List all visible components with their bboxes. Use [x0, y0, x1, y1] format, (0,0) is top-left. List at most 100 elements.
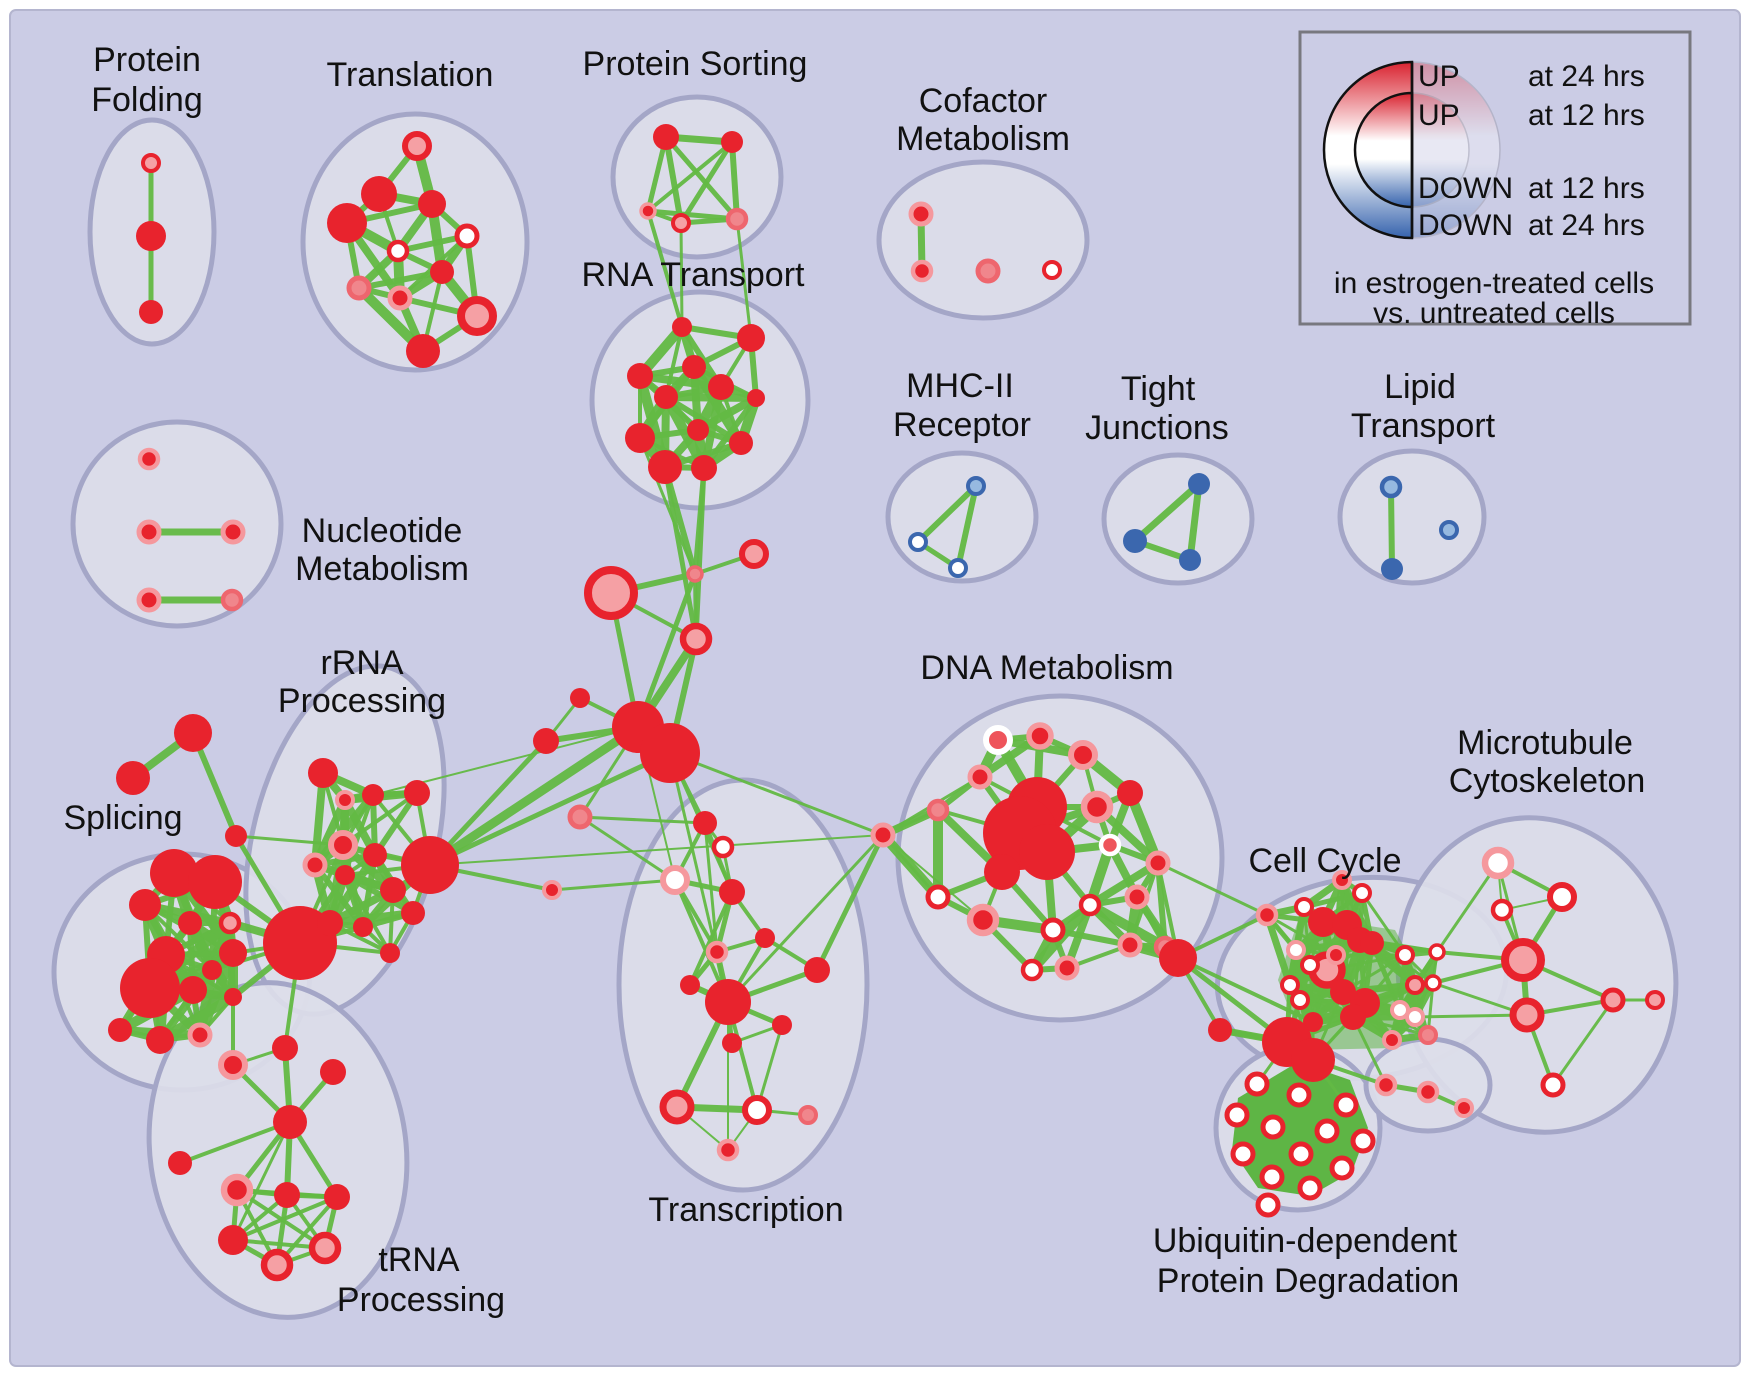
- gene-node-dna-metabolism: [1019, 824, 1075, 880]
- gene-node-translation: [402, 131, 432, 161]
- cluster-label-nucleotide-metabolism: Nucleotide: [302, 512, 463, 550]
- gene-node-trna-processing: [308, 1231, 342, 1265]
- network-edge-protein-sorting: [646, 140, 734, 213]
- network-edge-microtubule-cytoskeleton: [1551, 998, 1615, 1087]
- gene-node-central-hub: [584, 566, 638, 620]
- legend-caption-0: in estrogen-treated cells: [1334, 267, 1654, 300]
- gene-node-protein-folding: [136, 221, 166, 251]
- legend-direction-0: UP: [1418, 60, 1460, 93]
- gene-node-central-hub: [533, 728, 559, 754]
- gene-node-rrna-processing: [401, 901, 425, 925]
- gene-node-splicing: [120, 958, 180, 1018]
- gene-node-protein-folding: [139, 300, 163, 324]
- cluster-label-tight-junctions: Junctions: [1085, 409, 1229, 447]
- gene-node-splicing: [108, 1018, 132, 1042]
- legend-caption-1: vs. untreated cells: [1373, 297, 1615, 330]
- network-edge-trna-processing: [178, 1120, 292, 1165]
- network-edge-tight-junctions: [1131, 480, 1203, 545]
- gene-node-splicing: [218, 911, 242, 935]
- cluster-ellipse-cofactor-metabolism: [876, 159, 1090, 321]
- gene-node-ubiquitin-degradation: [1297, 1175, 1323, 1201]
- gene-node-protein-sorting: [653, 124, 679, 150]
- cluster-label-trna-processing: Processing: [337, 1281, 505, 1319]
- gene-node-protein-sorting: [725, 207, 749, 231]
- network-edge-rrna-processing: [343, 873, 392, 955]
- gene-node-dna-metabolism: [870, 822, 896, 848]
- gene-node-splicing: [219, 939, 247, 967]
- gene-node-translation: [418, 190, 446, 218]
- gene-node-dna-metabolism: [1068, 740, 1098, 770]
- gene-node-lipid-transport: [1439, 520, 1459, 540]
- gene-node-rrna-processing: [328, 830, 358, 860]
- gene-node-rrna-processing: [362, 784, 384, 806]
- cluster-ellipse-lipid-transport: [1337, 448, 1487, 586]
- network-edge-dna-metabolism: [1086, 859, 1162, 909]
- gene-node-translation: [386, 239, 410, 263]
- gene-node-ubiquitin-degradation: [1260, 1114, 1286, 1140]
- gene-node-cell-cycle: [1330, 979, 1356, 1005]
- gene-node-rrna-processing: [302, 852, 328, 878]
- gene-node-microtubule-cytoskeleton: [1490, 898, 1514, 922]
- network-edge-cell-cycle: [1360, 891, 1407, 957]
- cluster-label-microtubule-cytoskeleton: Cytoskeleton: [1449, 762, 1646, 800]
- gene-node-cell-cycle: [1332, 870, 1352, 890]
- gene-node-rrna-processing: [335, 790, 355, 810]
- gene-node-splicing: [150, 849, 198, 897]
- cluster-label-cell-cycle: Cell Cycle: [1248, 842, 1401, 880]
- bridge-edge: [429, 834, 884, 866]
- network-edge-trna-processing: [231, 1195, 339, 1242]
- gene-node-mhc-ii-receptor: [966, 476, 986, 496]
- gene-node-small-blob: [1454, 1098, 1474, 1118]
- gene-node-dna-metabolism: [966, 903, 1000, 937]
- gene-node-rna-transport: [672, 317, 692, 337]
- gene-node-cell-cycle: [1286, 940, 1306, 960]
- gene-node-small-blob: [1416, 1080, 1440, 1104]
- gene-node-trna-processing: [218, 1050, 248, 1080]
- gene-node-cofactor-metabolism: [910, 259, 934, 283]
- gene-node-transcription: [693, 811, 717, 835]
- gene-node-dna-metabolism: [1078, 893, 1102, 917]
- gene-node-dna-metabolism: [1026, 722, 1054, 750]
- bridge-edge: [1156, 861, 1269, 917]
- network-edge-transcription: [550, 878, 677, 892]
- gene-node-transcription: [660, 865, 690, 895]
- cluster-label-lipid-transport: Transport: [1351, 407, 1496, 445]
- cluster-label-lipid-transport: Lipid: [1384, 368, 1456, 406]
- gene-node-cofactor-metabolism: [908, 201, 934, 227]
- cluster-ellipse-protein-sorting: [610, 94, 784, 260]
- legend-half-12h: [1353, 91, 1414, 209]
- gene-node-ubiquitin-degradation: [1314, 1118, 1340, 1144]
- legend-direction-2: DOWN: [1418, 172, 1513, 205]
- gene-node-dna-metabolism: [1117, 932, 1143, 958]
- gene-node-splicing: [187, 1022, 213, 1048]
- gene-node-nucleotide-metabolism: [136, 519, 162, 545]
- gene-node-trna-processing: [273, 1105, 307, 1139]
- gene-node-nucleotide-metabolism: [137, 447, 161, 471]
- gene-node-cell-cycle: [1428, 943, 1446, 961]
- gene-node-ubiquitin-degradation: [1224, 1102, 1250, 1128]
- gene-node-cell-cycle: [1418, 1025, 1438, 1045]
- gene-node-microtubule-cytoskeleton: [1540, 1072, 1566, 1098]
- gene-node-splicing: [224, 988, 242, 1006]
- gene-node-nucleotide-metabolism: [136, 587, 162, 613]
- gene-node-trna-processing: [218, 1225, 248, 1255]
- gene-node-trna-processing: [220, 1173, 254, 1207]
- bridge-edge: [726, 833, 885, 1004]
- legend-time-0: at 24 hrs: [1528, 60, 1645, 93]
- legend-direction-3: DOWN: [1418, 209, 1513, 242]
- gene-node-microtubule-cytoskeleton: [1645, 990, 1665, 1010]
- gene-node-rrna-processing: [401, 836, 459, 894]
- gene-node-ubiquitin-degradation: [1230, 1141, 1256, 1167]
- gene-node-splicing-triangle: [225, 825, 247, 847]
- cluster-ellipse-nucleotide-metabolism: [70, 419, 284, 629]
- gene-node-dna-metabolism: [1080, 790, 1114, 824]
- gene-node-microtubule-cytoskeleton: [1501, 938, 1545, 982]
- gene-node-splicing: [146, 1026, 174, 1054]
- network-edge-protein-sorting: [729, 139, 740, 222]
- gene-node-dna-metabolism: [1098, 833, 1122, 857]
- gene-node-dna-metabolism: [1020, 958, 1044, 982]
- legend-time-2: at 12 hrs: [1528, 172, 1645, 205]
- gene-node-transcription: [798, 1105, 818, 1125]
- bridge-edge: [735, 217, 753, 340]
